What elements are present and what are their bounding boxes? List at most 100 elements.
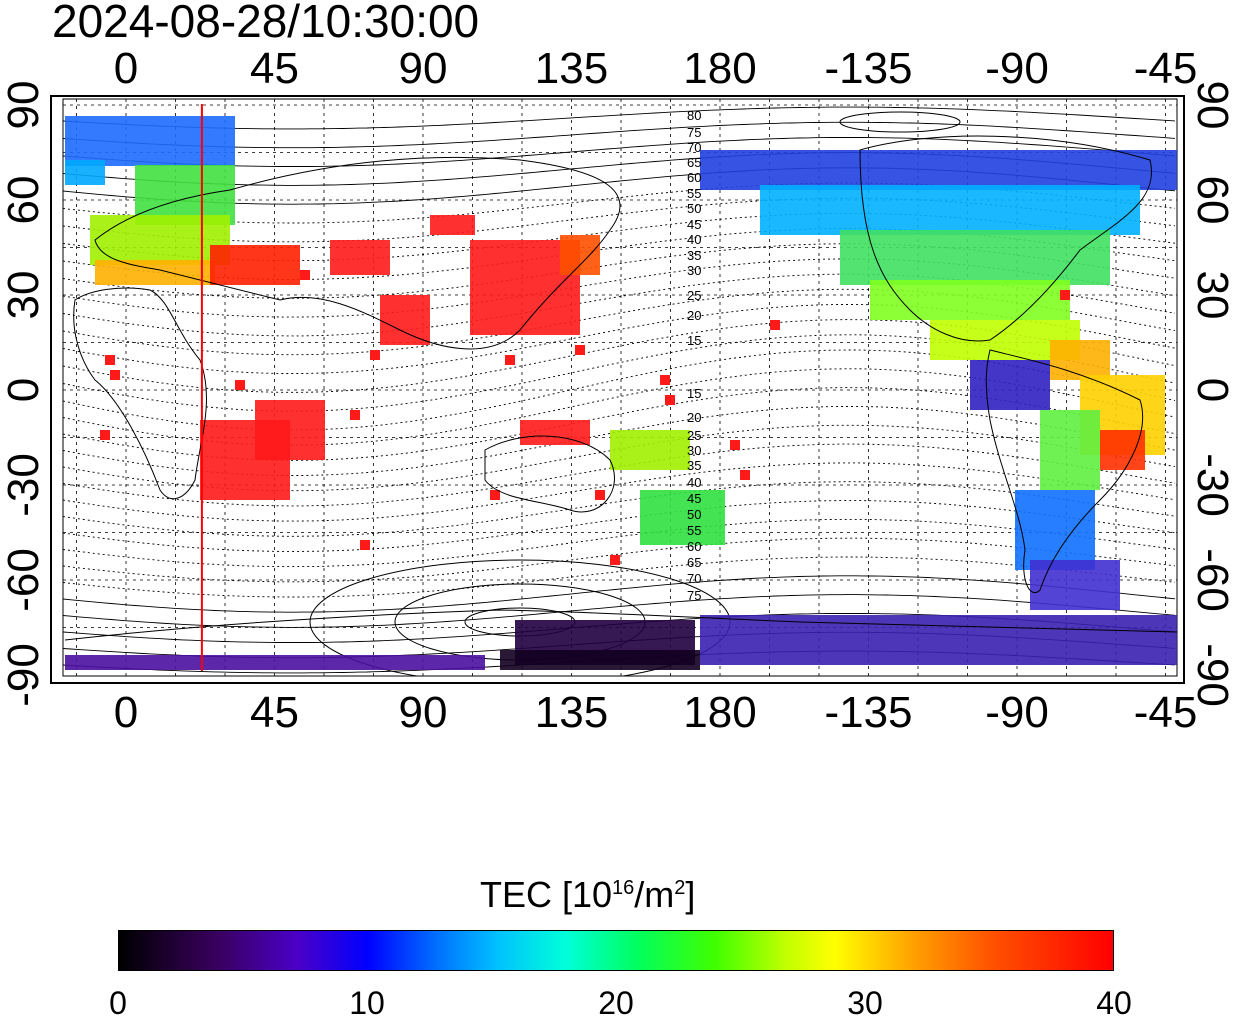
tec-patch bbox=[870, 280, 1070, 320]
tec-patch bbox=[740, 470, 750, 480]
tec-patch bbox=[105, 355, 115, 365]
bottom-lon-label: 135 bbox=[535, 688, 608, 737]
contour-label: 45 bbox=[687, 491, 701, 506]
bottom-lon-label: 0 bbox=[114, 688, 138, 737]
contour-label: 50 bbox=[687, 507, 701, 522]
right-lat-label: -60 bbox=[1188, 548, 1235, 612]
bottom-lon-label: -135 bbox=[824, 688, 912, 737]
tec-patch bbox=[1040, 410, 1100, 490]
tec-patch bbox=[65, 160, 105, 185]
contour-label: 60 bbox=[687, 170, 701, 185]
contour-label: 30 bbox=[687, 263, 701, 278]
tec-patch bbox=[1060, 290, 1070, 300]
tec-patch bbox=[1100, 430, 1145, 470]
tec-patch bbox=[505, 355, 515, 365]
left-lat-label: 30 bbox=[0, 271, 48, 320]
coastline bbox=[985, 349, 1144, 593]
contour-label: 65 bbox=[687, 555, 701, 570]
tec-patch bbox=[370, 350, 380, 360]
top-lon-label: -90 bbox=[985, 44, 1049, 93]
right-lat-label: 90 bbox=[1188, 81, 1235, 130]
contour-label: 75 bbox=[687, 125, 701, 140]
tec-patch bbox=[100, 430, 110, 440]
contour-label: 40 bbox=[687, 475, 701, 490]
contour-label: 35 bbox=[687, 458, 701, 473]
tec-patch bbox=[730, 440, 740, 450]
tec-patch bbox=[380, 295, 430, 345]
colorbar-tick-label: 0 bbox=[109, 985, 127, 1021]
contour-labels: 8075706560555045403530252015152025303540… bbox=[687, 108, 701, 603]
tec-patch bbox=[560, 235, 600, 275]
bottom-lon-label: -45 bbox=[1134, 688, 1198, 737]
left-lat-label: 60 bbox=[0, 176, 48, 225]
tec-patch bbox=[640, 490, 725, 545]
graticule bbox=[63, 99, 1177, 676]
contour-label: 45 bbox=[687, 217, 701, 232]
bottom-lon-label: 90 bbox=[399, 688, 448, 737]
tec-patch bbox=[575, 345, 585, 355]
tec-patch bbox=[840, 230, 1110, 285]
tec-patch bbox=[300, 270, 310, 280]
tec-patch bbox=[330, 240, 390, 275]
tec-patch bbox=[1030, 560, 1120, 610]
top-lon-label: -45 bbox=[1134, 44, 1198, 93]
tec-patch bbox=[770, 320, 780, 330]
tec-patch bbox=[360, 540, 370, 550]
tec-patch bbox=[970, 360, 1050, 410]
colorbar bbox=[118, 930, 1114, 971]
left-lat-label: 90 bbox=[0, 81, 48, 130]
colorbar-tick-label: 20 bbox=[598, 985, 634, 1021]
tec-patch bbox=[210, 245, 300, 285]
right-lat-label: 30 bbox=[1188, 271, 1235, 320]
tec-patch bbox=[235, 380, 245, 390]
tec-patch bbox=[490, 490, 500, 500]
colorbar-tick-label: 40 bbox=[1096, 985, 1132, 1021]
tec-patch bbox=[610, 430, 690, 470]
right-lat-label: 0 bbox=[1188, 378, 1235, 402]
left-lat-label: 0 bbox=[0, 378, 48, 402]
bottom-lon-label: 45 bbox=[250, 688, 299, 737]
contour-label: 60 bbox=[687, 539, 701, 554]
tec-patch bbox=[95, 260, 215, 285]
coastline bbox=[64, 609, 1177, 641]
left-lat-label: -60 bbox=[0, 548, 48, 612]
top-lon-label: 180 bbox=[683, 44, 756, 93]
contour-label: 30 bbox=[687, 443, 701, 458]
contour-label: 15 bbox=[687, 333, 701, 348]
left-lat-label: -30 bbox=[0, 453, 48, 517]
contour-label: 75 bbox=[687, 588, 701, 603]
top-lon-label: 0 bbox=[114, 44, 138, 93]
contour-label: 20 bbox=[687, 308, 701, 323]
contour-label: 15 bbox=[687, 386, 701, 401]
tec-patch bbox=[1050, 340, 1110, 380]
bottom-lon-label: -90 bbox=[985, 688, 1049, 737]
top-lon-label: -135 bbox=[824, 44, 912, 93]
coastline bbox=[859, 135, 1152, 342]
tec-patch bbox=[760, 185, 1140, 235]
top-lon-label: 135 bbox=[535, 44, 608, 93]
contour-label: 55 bbox=[687, 523, 701, 538]
tec-patch bbox=[110, 370, 120, 380]
contour-label: 20 bbox=[687, 410, 701, 425]
tec-patch bbox=[350, 410, 360, 420]
tec-patch bbox=[665, 395, 675, 405]
contour-label: 25 bbox=[687, 288, 701, 303]
tec-patch bbox=[90, 215, 230, 265]
contour-label: 40 bbox=[687, 232, 701, 247]
top-lon-label: 90 bbox=[399, 44, 448, 93]
colorbar-tick-label: 30 bbox=[847, 985, 883, 1021]
coastline bbox=[94, 156, 621, 350]
coastlines bbox=[64, 135, 1177, 641]
right-lat-label: -90 bbox=[1188, 643, 1235, 707]
colorbar-title: TEC [1016/m2] bbox=[480, 874, 696, 915]
tec-patch bbox=[610, 555, 620, 565]
contour-label: 55 bbox=[687, 186, 701, 201]
coastline bbox=[73, 287, 207, 500]
contour-label: 70 bbox=[687, 140, 701, 155]
tec-patch bbox=[430, 215, 475, 235]
contour-label: 50 bbox=[687, 201, 701, 216]
tec-patch bbox=[65, 655, 485, 670]
tec-patch bbox=[660, 375, 670, 385]
bottom-lon-label: 180 bbox=[683, 688, 756, 737]
